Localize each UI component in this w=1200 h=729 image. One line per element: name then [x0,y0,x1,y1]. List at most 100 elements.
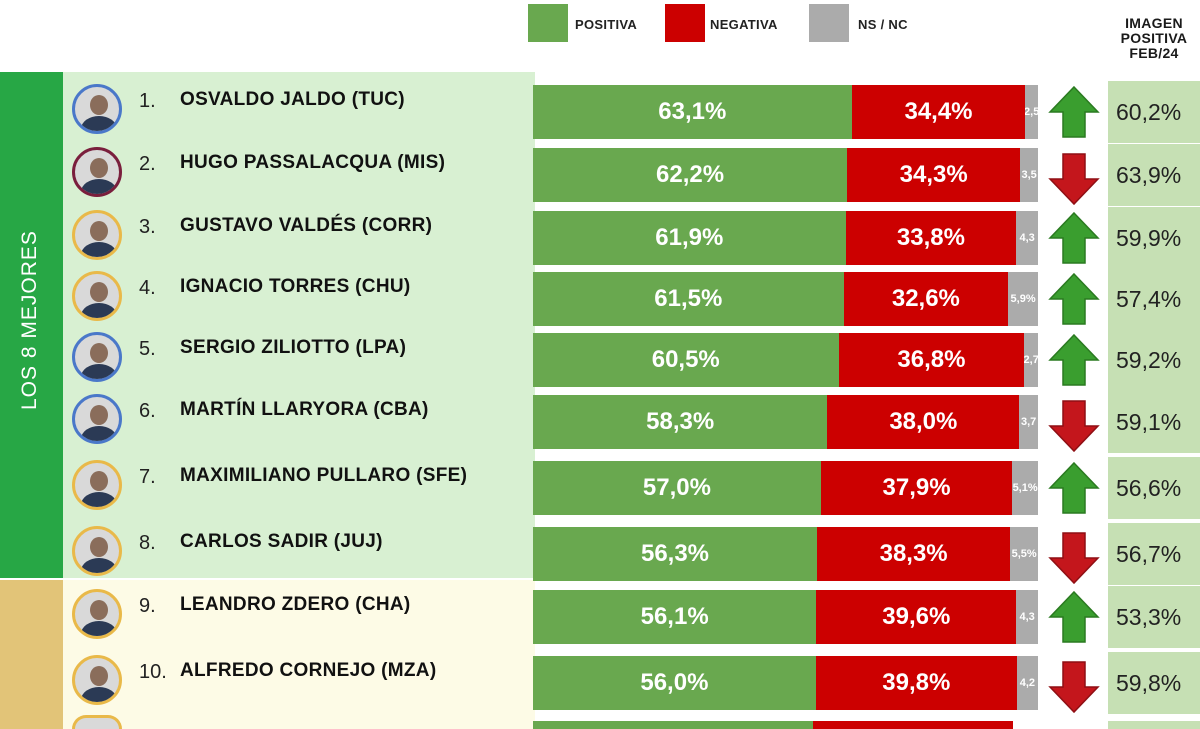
bar-positive: 63,1% [533,85,852,139]
bar-negative-label: 32,6% [891,285,960,312]
avatar-head-shape [90,405,108,425]
bar-nsnc-label: 4,2 [1019,677,1036,689]
bar-nsnc: 4,3 [1016,590,1038,644]
candidate-rank: 4. [139,277,156,299]
bar-negative: 38,0% [827,395,1020,449]
partial-row-bar-positive [533,721,813,729]
avatar-torso-shape [81,179,117,194]
avatar-head-shape [90,95,108,115]
bar-positive: 56,3% [533,527,818,581]
bar-negative-label: 36,8% [897,346,966,373]
mid-rows-background [63,580,535,729]
legend-label-positiva: POSITIVA [575,17,638,32]
candidate-name: MAXIMILIANO PULLARO (SFE) [180,465,468,486]
previous-value-cell [1108,586,1200,648]
previous-positive-value: 60,2% [1116,99,1182,125]
bar-nsnc: 3,5 [1020,148,1038,202]
previous-header-line2: POSITIVA [1120,30,1188,46]
bar-negative: 36,8% [838,333,1025,387]
previous-positive-value: 56,7% [1116,541,1182,567]
bar-positive-label: 56,0% [640,669,709,696]
trend-down-arrow-icon [1048,660,1100,714]
bar-positive: 60,5% [533,333,839,387]
bar-positive-label: 58,3% [646,408,715,435]
avatar-head-shape [90,537,108,557]
previous-value-cell [1108,144,1200,206]
avatar-torso-shape [81,426,117,441]
bar-negative-label: 38,3% [879,540,948,567]
bar-negative: 34,3% [847,148,1021,202]
bar-negative-label: 37,9% [882,474,951,501]
candidate-avatar [72,84,122,134]
partial-row-avatar [72,715,122,729]
trend-down-arrow-icon [1048,152,1100,206]
bar-negative-label: 38,0% [889,408,958,435]
previous-positive-value: 59,8% [1116,670,1182,696]
bar-nsnc-label: 4,3 [1019,611,1035,623]
group-band-mid [0,580,63,729]
previous-value-cell [1108,457,1200,519]
previous-image-header: IMAGEN POSITIVA FEB/24 [1104,16,1200,61]
candidate-rank: 6. [139,400,156,422]
group-band-best [0,72,63,578]
previous-positive-value: 63,9% [1116,162,1182,188]
previous-value-cell [1108,207,1200,269]
bar-negative-label: 34,3% [899,161,968,188]
candidate-rank: 3. [139,216,156,238]
bar-nsnc: 4,2 [1016,656,1038,710]
bar-nsnc-label: 4,3 [1019,232,1035,244]
bar-negative: 39,6% [816,590,1017,644]
previous-value-cell [1108,81,1200,143]
bar-positive: 58,3% [533,395,828,449]
candidate-name: HUGO PASSALACQUA (MIS) [180,152,446,173]
previous-value-cell [1108,391,1200,453]
bar-negative-label: 33,8% [896,224,965,251]
bar-positive-label: 56,3% [640,540,710,567]
bar-negative: 34,4% [851,85,1026,139]
candidate-name: IGNACIO TORRES (CHU) [180,276,411,297]
bar-nsnc: 4,3 [1016,211,1038,265]
trend-up-arrow-icon [1048,333,1100,387]
candidate-rank: 5. [139,338,156,360]
partial-row-previous-cell [1108,721,1200,729]
avatar-torso-shape [81,492,117,507]
avatar-torso-shape [81,687,117,702]
candidate-rank: 1. [139,90,156,112]
trend-down-arrow-icon [1048,531,1100,585]
bar-positive: 56,1% [533,590,817,644]
candidate-rank: 10. [139,661,167,683]
trend-up-arrow-icon [1048,461,1100,515]
avatar-torso-shape [81,621,117,636]
candidate-name: OSVALDO JALDO (TUC) [180,89,405,110]
bar-positive-label: 61,9% [655,224,724,251]
candidate-name: SERGIO ZILIOTTO (LPA) [180,337,407,358]
bar-nsnc-label: 3,5 [1021,169,1037,181]
bar-positive-label: 61,5% [654,285,723,312]
partial-row-bar-negative [813,721,1013,729]
avatar-head-shape [90,343,108,363]
candidate-avatar [72,589,122,639]
bar-nsnc-label: 5,5% [1011,548,1037,560]
bar-positive-label: 63,1% [658,98,727,125]
bar-nsnc-label: 5,1% [1012,482,1038,494]
bar-nsnc: 2,7 [1024,333,1038,387]
previous-value-cell [1108,652,1200,714]
bar-positive: 61,5% [533,272,844,326]
trend-up-arrow-icon [1048,590,1100,644]
bar-negative: 37,9% [820,461,1013,515]
bar-positive: 57,0% [533,461,821,515]
candidate-avatar [72,394,122,444]
legend-label-negativa: NEGATIVA [710,17,778,32]
candidate-name: MARTÍN LLARYORA (CBA) [180,399,429,420]
avatar-torso-shape [81,116,117,131]
candidate-rank: 7. [139,466,156,488]
trend-up-arrow-icon [1048,85,1100,139]
previous-value-cell [1108,329,1200,391]
candidate-avatar [72,526,122,576]
candidate-avatar [72,332,122,382]
candidate-avatar [72,460,122,510]
trend-up-arrow-icon [1048,272,1100,326]
bar-nsnc: 5,1% [1012,461,1038,515]
bar-negative-label: 34,4% [904,98,973,125]
bar-negative: 38,3% [817,527,1011,581]
